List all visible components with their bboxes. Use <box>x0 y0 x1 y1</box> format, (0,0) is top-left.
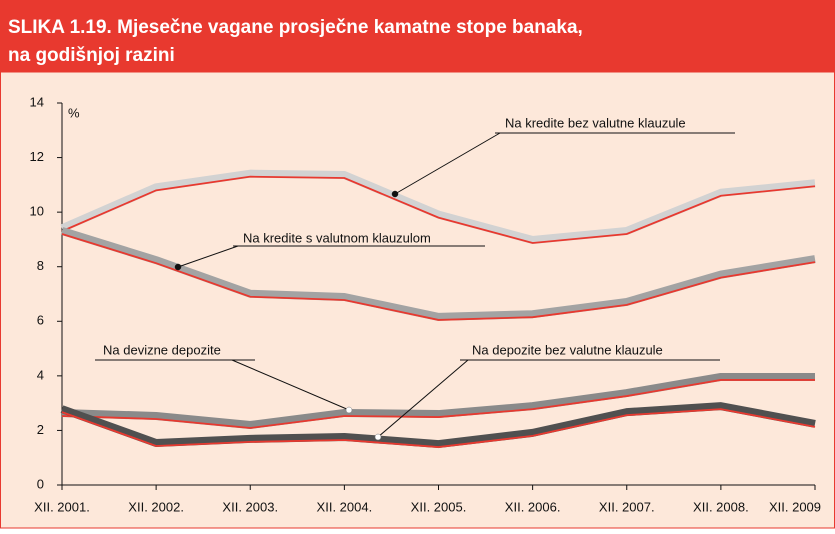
y-tick-label: 10 <box>30 204 44 219</box>
chart-title: SLIKA 1.19. Mjesečne vagane prosječne ka… <box>8 17 583 38</box>
series-shadow-line <box>61 379 815 429</box>
x-tick-label: XII. 2001. <box>34 499 90 514</box>
x-tick-label: XII. 2003. <box>222 499 278 514</box>
x-tick-label: XII. 2008. <box>693 499 749 514</box>
series-shadow-line <box>61 233 816 321</box>
series-shadow-line <box>61 175 816 244</box>
series-line <box>61 372 815 429</box>
annotation: Na kredite bez valutne klauzule <box>505 115 686 130</box>
x-tick-label: XII. 2009 <box>769 499 821 514</box>
series-line <box>60 227 816 321</box>
x-tick-label: XII. 2004. <box>317 499 373 514</box>
annotation-dot <box>174 263 182 271</box>
series-line <box>60 169 816 244</box>
series-line <box>60 402 816 449</box>
x-tick-label: XII. 2006. <box>505 499 561 514</box>
annotation-dot <box>391 190 399 198</box>
y-unit: % <box>68 105 80 120</box>
y-tick-label: 2 <box>37 422 44 437</box>
series-shadow-line <box>61 408 816 448</box>
y-tick-label: 0 <box>37 476 44 491</box>
x-tick-label: XII. 2002. <box>128 499 184 514</box>
y-tick-label: 6 <box>37 313 44 328</box>
annotation-dot <box>374 433 382 441</box>
x-tick-label: XII. 2007. <box>599 499 655 514</box>
x-tick-label: XII. 2005. <box>411 499 467 514</box>
annotation: Na depozite bez valutne klauzule <box>472 342 663 357</box>
annotation-dot <box>345 406 353 414</box>
y-tick-label: 14 <box>30 94 44 109</box>
header <box>0 0 835 72</box>
annotation: Na kredite s valutnom klauzulom <box>243 230 431 245</box>
annotation-leader <box>231 359 350 411</box>
annotation-leader <box>377 359 469 438</box>
y-tick-label: 4 <box>37 367 44 382</box>
plot-background <box>0 71 835 529</box>
y-tick-label: 12 <box>30 149 44 164</box>
y-tick-label: 8 <box>37 258 44 273</box>
annotation: Na devizne depozite <box>103 342 221 357</box>
annotation-leader <box>394 132 501 195</box>
annotation-leader <box>177 245 239 268</box>
chart-title: na godišnjoj razini <box>8 45 175 66</box>
